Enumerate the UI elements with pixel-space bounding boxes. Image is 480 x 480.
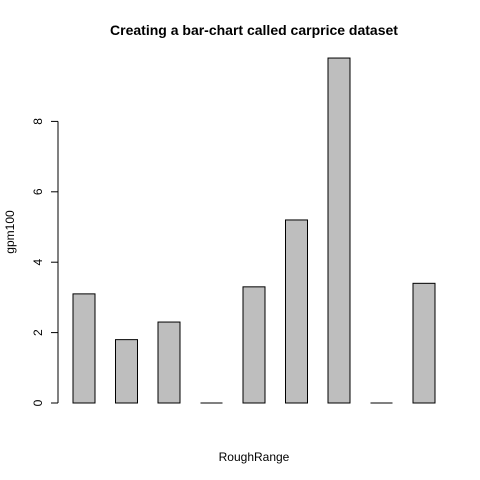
chart-title: Creating a bar-chart called carprice dat… bbox=[110, 22, 398, 38]
bar bbox=[115, 339, 138, 404]
y-tick-label: 0 bbox=[31, 399, 45, 406]
bar bbox=[72, 293, 96, 404]
x-axis-label: RoughRange bbox=[219, 450, 290, 464]
bar bbox=[157, 321, 181, 404]
bar bbox=[242, 286, 266, 404]
bar bbox=[327, 57, 351, 404]
y-tick-label: 6 bbox=[31, 188, 45, 195]
y-tick-label: 8 bbox=[31, 118, 45, 125]
y-tick-label: 2 bbox=[31, 329, 45, 336]
bar bbox=[285, 219, 308, 404]
bars-group bbox=[72, 57, 436, 404]
y-axis-label: gpm100 bbox=[3, 210, 17, 254]
bar bbox=[412, 282, 436, 404]
y-axis: 0 2 4 6 8 bbox=[31, 118, 59, 406]
y-tick-label: 4 bbox=[31, 259, 45, 266]
